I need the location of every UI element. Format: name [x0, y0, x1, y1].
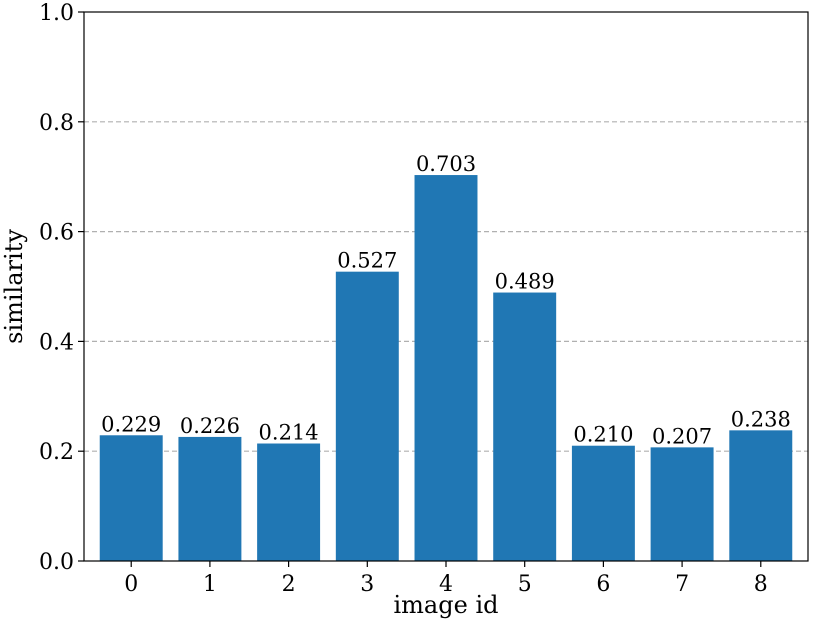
y-ticks: 0.0 0.2 0.4 0.6 0.8 1.0	[39, 1, 84, 575]
bar-value-label: 0.527	[337, 249, 397, 273]
y-axis-label: similarity	[0, 229, 28, 344]
bar-3	[335, 271, 399, 561]
bar-value-label: 0.214	[259, 421, 319, 445]
bar-1	[178, 436, 242, 561]
bar-6	[571, 445, 635, 561]
bar-2	[257, 443, 321, 561]
bar-7	[650, 447, 714, 561]
bar-value-label: 0.207	[652, 424, 712, 448]
y-tick-label: 0.8	[39, 111, 74, 136]
bar-value-label: 0.489	[495, 270, 555, 294]
y-tick-label: 0.2	[39, 440, 74, 465]
y-tick-label: 0.0	[39, 550, 74, 575]
x-tick-label: 4	[439, 572, 453, 597]
x-ticks: 0 1 2 3 4 5 6 7 8	[124, 561, 768, 597]
bar-8	[729, 430, 793, 561]
x-tick-label: 1	[203, 572, 217, 597]
bars	[99, 175, 793, 562]
x-tick-label: 0	[124, 572, 138, 597]
bar-0	[99, 435, 163, 561]
x-tick-label: 2	[282, 572, 296, 597]
y-tick-label: 1.0	[39, 1, 74, 26]
x-axis-label: image id	[394, 591, 499, 619]
y-tick-label: 0.4	[39, 330, 74, 355]
x-tick-label: 3	[360, 572, 374, 597]
x-tick-label: 6	[596, 572, 610, 597]
bar-value-labels: 0.229 0.226 0.214 0.527 0.703 0.489 0.210 0.207…	[101, 152, 791, 448]
bar-value-label: 0.238	[731, 407, 791, 431]
y-tick-label: 0.6	[39, 221, 74, 246]
bar-value-label: 0.703	[416, 152, 476, 176]
x-tick-label: 5	[518, 572, 532, 597]
bar-5	[493, 292, 557, 561]
bar-value-label: 0.226	[180, 414, 240, 438]
x-tick-label: 7	[675, 572, 689, 597]
bar-value-label: 0.229	[101, 412, 161, 436]
x-tick-label: 8	[754, 572, 768, 597]
bar-4	[414, 175, 478, 562]
bar-value-label: 0.210	[573, 423, 633, 447]
